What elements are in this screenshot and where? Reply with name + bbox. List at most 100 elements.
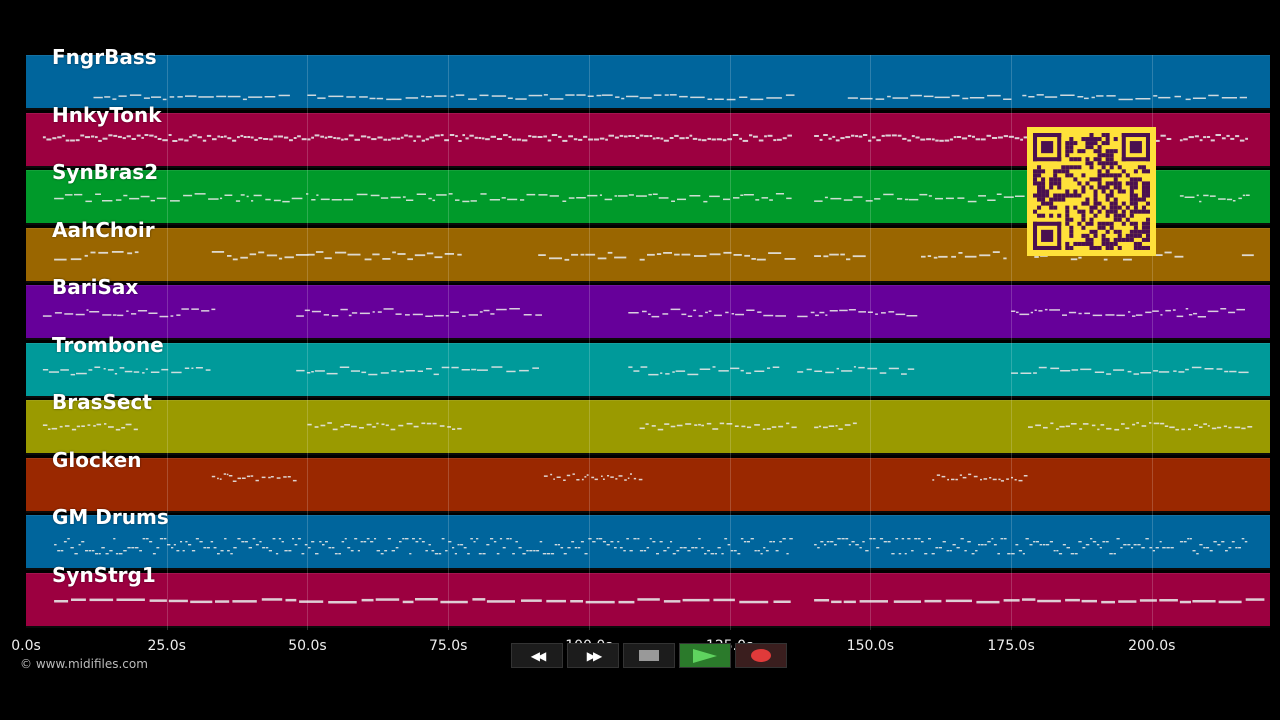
note [392, 251, 396, 253]
note [478, 553, 482, 555]
qr-module [1141, 225, 1146, 230]
qr-module [1105, 153, 1110, 158]
note [359, 427, 364, 429]
qr-module [1137, 209, 1142, 214]
qr-module [1109, 189, 1114, 194]
qr-module [1113, 197, 1118, 202]
qr-module [1081, 189, 1086, 194]
note [276, 476, 281, 479]
note [181, 308, 189, 310]
note [51, 427, 58, 430]
note [220, 550, 224, 552]
note [311, 199, 316, 201]
note [380, 553, 384, 555]
note [881, 134, 885, 137]
qr-module [1113, 137, 1118, 142]
note [1135, 314, 1143, 316]
note [587, 95, 594, 97]
note [1135, 98, 1151, 100]
note [690, 96, 705, 99]
note [956, 135, 962, 138]
note [381, 423, 385, 426]
note [101, 547, 105, 549]
note [758, 139, 764, 141]
note [415, 597, 438, 600]
note [248, 547, 252, 549]
rewind-button[interactable]: ◀◀ [511, 643, 563, 668]
note [952, 544, 956, 546]
note [223, 472, 226, 475]
note [125, 423, 132, 426]
note [62, 134, 66, 137]
note [1039, 544, 1043, 546]
note [191, 367, 194, 369]
qr-module [1113, 237, 1118, 242]
note [1238, 197, 1242, 200]
fast-forward-button[interactable]: ▶▶ [567, 643, 619, 668]
note [652, 193, 658, 195]
note [585, 600, 615, 603]
note [473, 541, 476, 543]
note [858, 366, 865, 368]
note [114, 372, 118, 374]
note [786, 422, 790, 425]
qr-module [1065, 153, 1070, 158]
note [455, 199, 460, 201]
stop-button[interactable] [623, 643, 675, 668]
note [1185, 98, 1191, 101]
note [829, 253, 839, 255]
note [1092, 314, 1103, 317]
note [1137, 544, 1141, 546]
qr-module [1089, 237, 1094, 242]
qr-module [1069, 229, 1074, 234]
note [911, 550, 914, 552]
note [287, 475, 291, 477]
note [782, 538, 786, 540]
note [1153, 422, 1160, 425]
note [909, 198, 919, 201]
note [753, 135, 758, 138]
note [1023, 474, 1028, 476]
note [84, 135, 91, 138]
note [95, 193, 101, 195]
note [936, 473, 941, 476]
note [848, 309, 856, 311]
note [311, 136, 314, 139]
note [888, 367, 899, 369]
qr-module [1093, 137, 1098, 142]
tick-label: 25.0s [147, 638, 186, 654]
play-button[interactable] [679, 643, 731, 668]
note [664, 94, 669, 96]
qr-module [1037, 165, 1042, 170]
note [278, 94, 290, 97]
note [1160, 134, 1166, 137]
note [102, 200, 113, 202]
note [868, 139, 872, 142]
note [116, 598, 145, 601]
note [617, 541, 620, 543]
note [706, 422, 712, 425]
qr-module [1125, 217, 1130, 222]
note [283, 475, 287, 478]
qr-module [1069, 173, 1074, 178]
record-button[interactable] [735, 643, 787, 668]
note [135, 547, 139, 549]
note [387, 538, 391, 540]
qr-module [1049, 213, 1054, 218]
note [402, 196, 406, 198]
note [906, 315, 918, 317]
note [1019, 313, 1030, 316]
qr-module [1053, 169, 1058, 174]
note [601, 94, 613, 96]
note [1097, 428, 1100, 431]
note [246, 475, 250, 477]
qr-module [1041, 189, 1046, 194]
note [1068, 311, 1077, 314]
note [162, 98, 167, 101]
qr-module [1141, 193, 1146, 198]
note [1209, 195, 1216, 197]
note [1164, 425, 1169, 427]
note [275, 553, 279, 555]
note [211, 250, 225, 253]
note [572, 472, 575, 475]
